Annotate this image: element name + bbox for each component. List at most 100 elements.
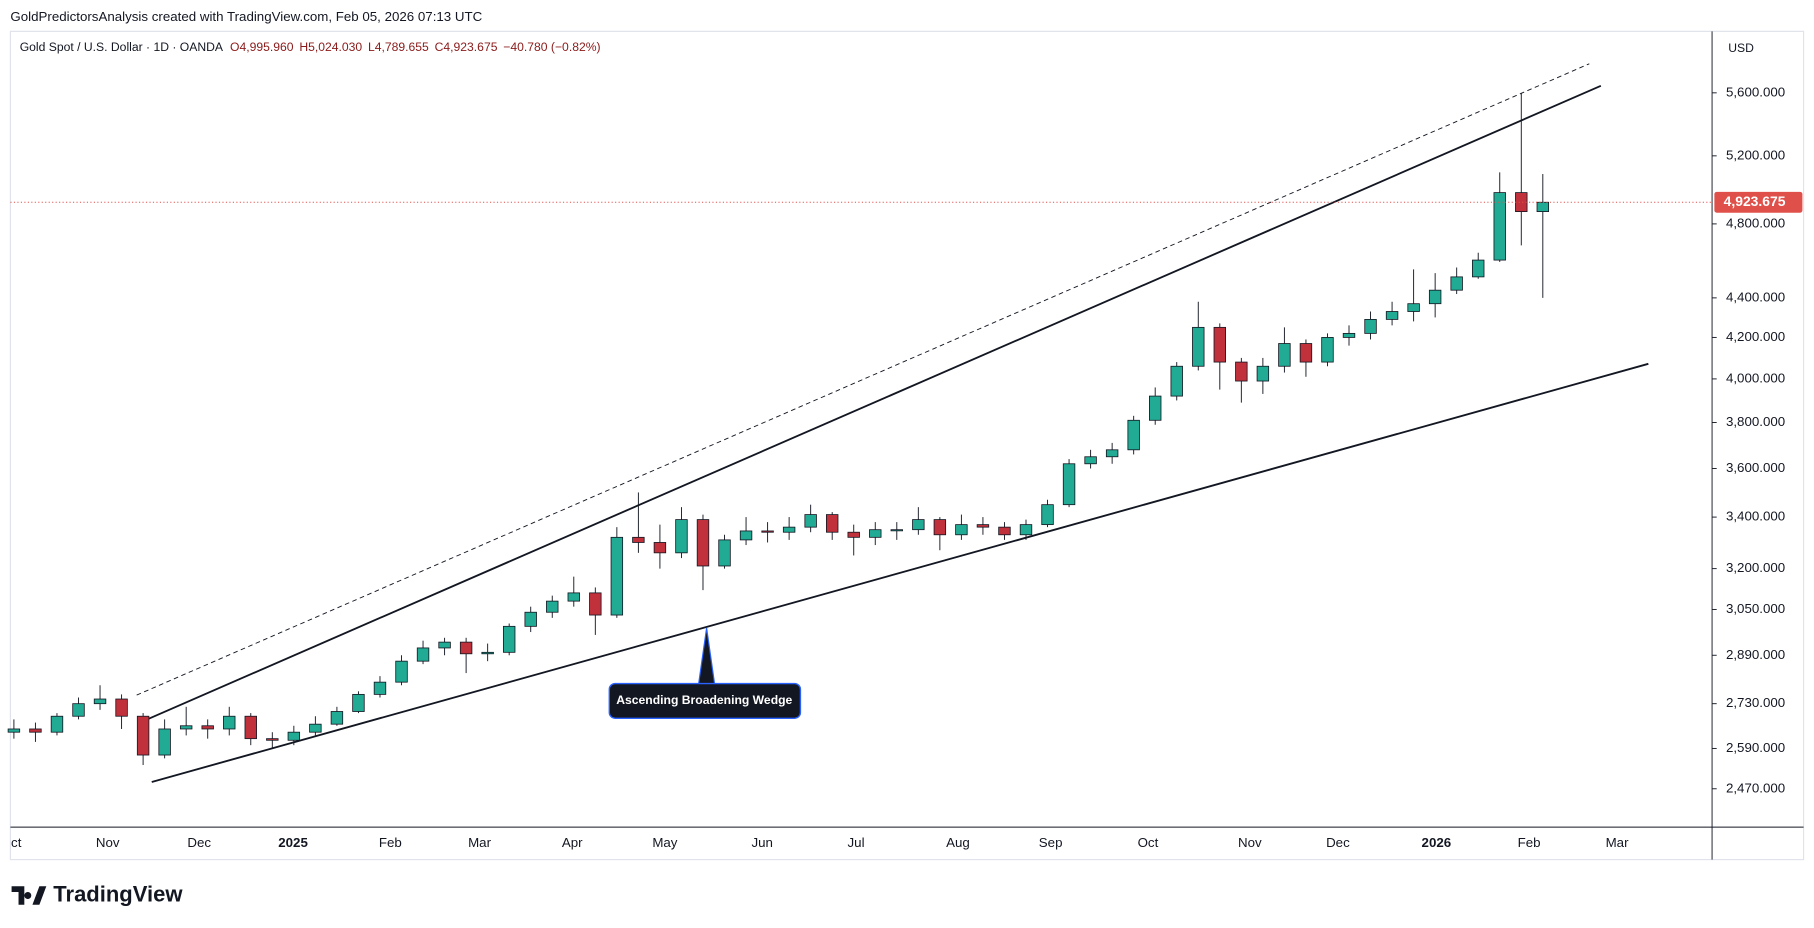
candle-body [352,693,365,712]
candle-body [1149,395,1162,421]
candle-body [567,592,580,602]
lower-trend-line [151,362,1649,783]
candle-body [1428,289,1442,305]
candle-body [1299,343,1313,363]
y-tick-label: 3,800.000 [1726,414,1785,429]
x-tick-label: Jul [848,835,865,850]
y-tick-label: 2,730.000 [1726,695,1785,710]
x-tick-label: Mar [468,835,491,850]
candle-body [502,625,516,653]
candle-body [1472,259,1485,278]
candle-body [223,715,236,730]
candle-body [1256,365,1270,382]
candle-body [244,715,257,740]
chart-frame [9,30,1805,861]
candle-body [825,514,839,533]
candle-body [201,725,214,730]
candle-body [266,738,279,741]
candle-body [718,539,731,567]
candle-body [761,530,774,533]
x-tick-label: Aug [946,835,970,850]
y-tick-label: 3,400.000 [1726,509,1785,524]
candle-body [438,641,451,649]
x-tick-label: Dec [187,835,211,850]
x-tick-label: May [652,835,677,850]
candle-body [1170,365,1183,397]
last-price-label: 4,923.675 [1724,193,1786,209]
candle-body [1385,311,1399,320]
x-tick-label: Nov [1238,835,1262,850]
y-tick-label: 5,600.000 [1726,84,1785,99]
candle-body [1407,303,1420,312]
annotation-pointer [697,627,716,686]
x-tick-label: 2026 [1422,835,1452,850]
x-tick-label: Nov [96,835,120,850]
candle-body [976,524,990,528]
candle-body [158,728,171,756]
y-tick-label: 3,200.000 [1726,560,1785,575]
candle-body [330,711,344,725]
logo-icon [11,886,47,905]
x-tick-label: Feb [379,835,402,850]
candle-body [1364,318,1377,334]
ohlc-label: −40.780 (−0.82%) [503,40,600,54]
candle-body [1536,201,1550,212]
candle-body [1235,361,1248,382]
x-tick-label: Mar [1606,835,1629,850]
candle-body [675,519,688,554]
last-price-tag [1714,191,1803,213]
candle-body [395,660,408,683]
candle-body [1192,326,1205,367]
candle-body [1041,504,1054,526]
credit: GoldPredictorsAnalysis created with Trad… [10,9,482,24]
candle-body [955,524,968,536]
candle-body [589,592,602,616]
x-tick-label: 2025 [278,835,308,850]
brand: TradingView [53,881,183,906]
candle-body [1105,449,1119,458]
candle-body [696,519,710,567]
ohlc-label: L4,789.655 [368,40,429,54]
brand-logo [11,886,47,905]
y-tick-label: 4,800.000 [1726,215,1785,230]
candle-body [1450,276,1463,291]
candle-body [136,715,150,756]
candle-body [1278,343,1291,367]
candle-body [115,698,128,717]
candle-body [1213,326,1227,363]
ohlc-label: H5,024.030 [299,40,362,54]
candle-body [998,526,1011,536]
candle-body [1321,337,1334,363]
x-tick-label: ct [11,835,22,850]
candle-body [1084,456,1097,465]
candle-body [7,728,21,733]
candles [7,92,1550,766]
candle-body [1493,192,1506,261]
x-tick-label: Jun [751,835,772,850]
x-tick-label: Feb [1518,835,1541,850]
x-tick-label: Oct [1138,835,1159,850]
candle-body [912,519,925,531]
candle-body [804,514,817,528]
candle-body [524,611,537,627]
ohlc-label: C4,923.675 [435,40,498,54]
y-tick-label: 3,050.000 [1726,601,1785,616]
x-tick-label: Dec [1326,835,1350,850]
y-tick-label: 3,600.000 [1726,460,1785,475]
y-tick-label: 5,200.000 [1726,147,1785,162]
candle-body [1127,419,1140,451]
candle-body [890,529,903,532]
y-tick-label: 4,000.000 [1726,370,1785,385]
upper-trend-line [146,84,1602,721]
candle-body [481,651,494,655]
annotation-box [608,682,802,719]
candle-body [179,725,193,730]
symbol: Gold Spot / U.S. Dollar · 1D · OANDA [20,40,224,54]
candle-body [632,536,645,543]
currency: USD [1728,41,1754,55]
candle-body [847,531,860,538]
x-tick-label: Apr [562,835,583,850]
candle-body [610,536,624,616]
x-tick-label: Sep [1039,835,1063,850]
